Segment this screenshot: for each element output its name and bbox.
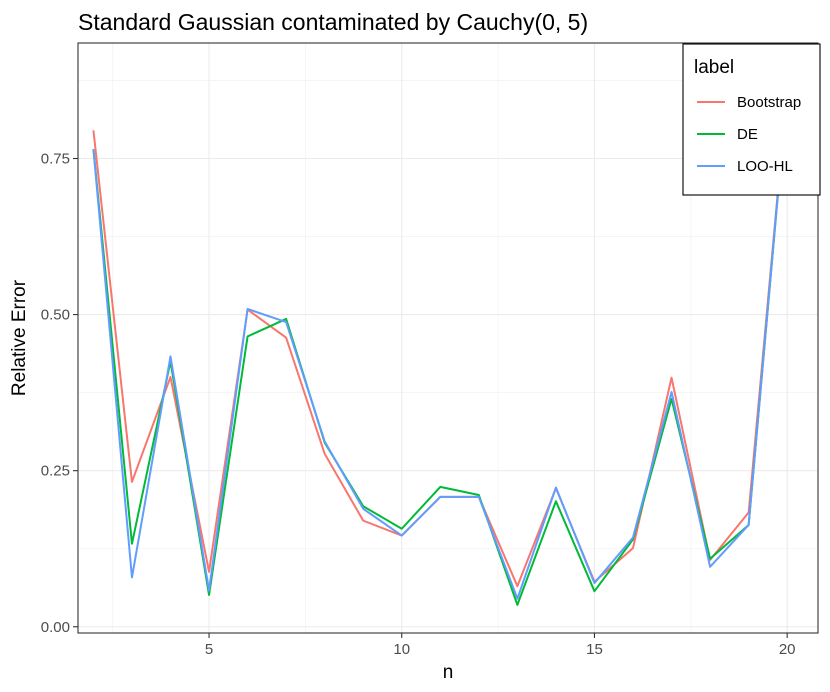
- axes: 5 10 15 20 0.00 0.25 0.50 0.75: [41, 151, 796, 658]
- x-tick-label: 20: [779, 641, 796, 658]
- series-lines: [92, 89, 789, 606]
- chart-title: Standard Gaussian contaminated by Cauchy…: [78, 9, 588, 35]
- legend-title: label: [694, 57, 734, 78]
- legend-box: [682, 43, 821, 196]
- legend: label Bootstrap DE LOO-HL: [682, 43, 821, 196]
- legend-label-bootstrap: Bootstrap: [737, 94, 801, 111]
- x-tick-label: 5: [205, 641, 213, 658]
- series-line-loo-hl: [92, 89, 789, 600]
- y-axis-title: Relative Error: [9, 279, 30, 396]
- y-tick-label: 0.25: [41, 463, 70, 480]
- legend-label-loo-hl: LOO-HL: [737, 158, 793, 175]
- legend-label-de: DE: [737, 126, 758, 143]
- series-line-de: [92, 89, 789, 606]
- panel-border: [77, 42, 819, 634]
- y-tick-label: 0.75: [41, 151, 70, 168]
- y-tick-label: 0.50: [41, 307, 70, 324]
- x-tick-label: 15: [586, 641, 603, 658]
- x-tick-label: 10: [393, 641, 410, 658]
- x-axis-title: n: [443, 662, 454, 683]
- y-tick-label: 0.00: [41, 619, 70, 636]
